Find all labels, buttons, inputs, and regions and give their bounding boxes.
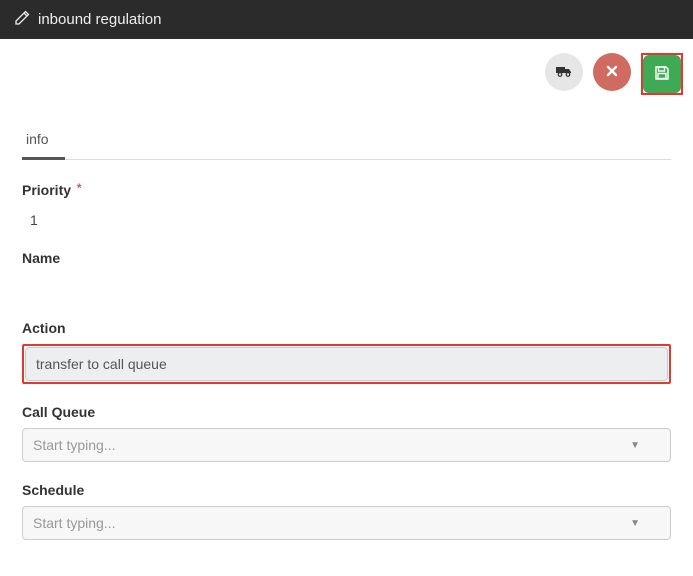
call-queue-select[interactable]: Start typing... ▼ <box>22 428 671 462</box>
page-title: inbound regulation <box>38 11 161 28</box>
chevron-down-icon: ▼ <box>630 518 640 529</box>
cancel-button[interactable] <box>593 53 631 91</box>
name-label: Name <box>22 250 671 266</box>
tabs: info <box>22 121 671 160</box>
form: Priority * 1 Name Action transfer to cal… <box>22 160 671 540</box>
call-queue-label: Call Queue <box>22 404 671 420</box>
name-input[interactable] <box>22 274 671 300</box>
priority-label: Priority * <box>22 182 671 198</box>
action-selected-value: transfer to call queue <box>36 356 167 372</box>
edit-icon <box>14 10 30 29</box>
action-label: Action <box>22 320 671 336</box>
save-button[interactable] <box>643 55 681 93</box>
content-area: info Priority * 1 Name Action transfer t… <box>0 121 693 576</box>
field-call-queue: Call Queue Start typing... ▼ <box>22 404 671 462</box>
call-queue-placeholder: Start typing... <box>33 437 115 453</box>
toolbar <box>0 39 693 107</box>
priority-label-text: Priority <box>22 182 71 198</box>
priority-value[interactable]: 1 <box>22 206 671 230</box>
truck-icon <box>555 64 573 81</box>
action-highlight: transfer to call queue <box>22 344 671 384</box>
close-icon <box>606 65 618 80</box>
chevron-down-icon: ▼ <box>630 440 640 451</box>
field-schedule: Schedule Start typing... ▼ <box>22 482 671 540</box>
schedule-select[interactable]: Start typing... ▼ <box>22 506 671 540</box>
schedule-placeholder: Start typing... <box>33 515 115 531</box>
action-select[interactable]: transfer to call queue <box>25 347 668 381</box>
save-icon <box>654 65 670 84</box>
tab-info[interactable]: info <box>22 121 65 160</box>
page-header: inbound regulation <box>0 0 693 39</box>
field-action: Action transfer to call queue <box>22 320 671 384</box>
truck-button[interactable] <box>545 53 583 91</box>
required-star-icon: * <box>77 181 82 195</box>
save-highlight <box>641 53 683 95</box>
schedule-label: Schedule <box>22 482 671 498</box>
field-name: Name <box>22 250 671 300</box>
field-priority: Priority * 1 <box>22 182 671 230</box>
